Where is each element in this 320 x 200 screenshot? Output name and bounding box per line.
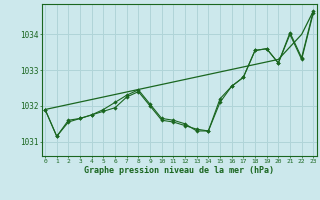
X-axis label: Graphe pression niveau de la mer (hPa): Graphe pression niveau de la mer (hPa) — [84, 166, 274, 175]
